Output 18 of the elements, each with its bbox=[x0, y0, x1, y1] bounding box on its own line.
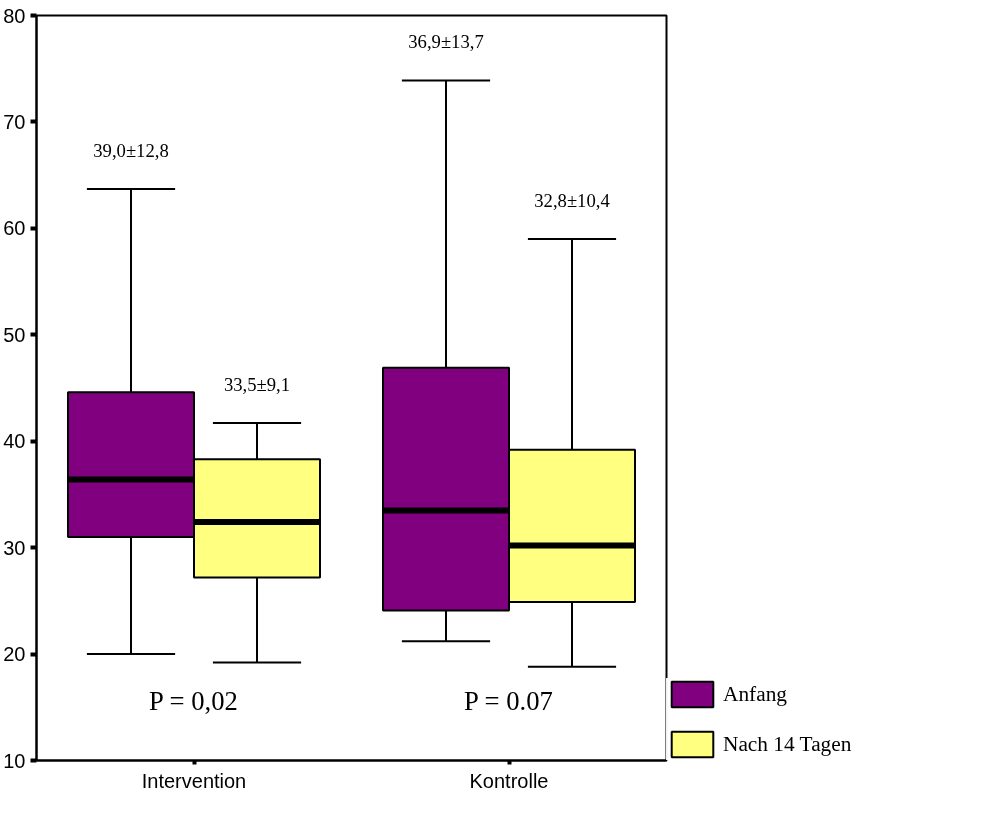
y-tick-label: 20 bbox=[3, 643, 26, 666]
x-tick-label: Intervention bbox=[141, 769, 247, 792]
annotation: P = 0,02 bbox=[149, 685, 238, 716]
y-tick-label: 30 bbox=[3, 536, 26, 559]
y-tick-label: 10 bbox=[3, 749, 26, 772]
legend-label: Anfang bbox=[723, 681, 788, 707]
y-tick-label: 70 bbox=[3, 110, 26, 133]
y-tick-label: 40 bbox=[3, 430, 26, 453]
x-tick-label: Kontrolle bbox=[469, 769, 549, 792]
y-tick-label: 50 bbox=[3, 323, 26, 346]
annotation: P = 0.07 bbox=[464, 685, 553, 716]
annotation: 39,0±12,8 bbox=[93, 139, 169, 161]
y-tick-label: 60 bbox=[3, 217, 26, 240]
legend-label: Nach 14 Tagen bbox=[723, 731, 853, 757]
y-tick-label: 80 bbox=[3, 4, 26, 27]
annotation: 32,8±10,4 bbox=[534, 190, 611, 211]
annotation: 36,9±13,7 bbox=[408, 31, 484, 53]
annotation: 33,5±9,1 bbox=[223, 374, 291, 396]
